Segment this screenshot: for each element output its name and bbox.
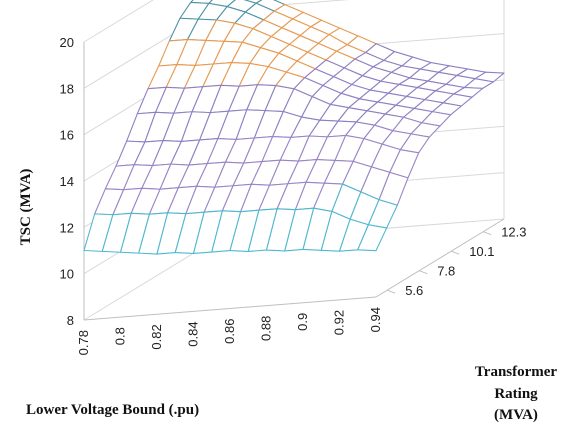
z-tick-label: 8 (67, 313, 74, 328)
z-tick-label: 18 (60, 81, 74, 96)
surface-mesh (83, 0, 505, 255)
z-tick-label: 16 (60, 128, 74, 143)
x-tick-label: 0.92 (332, 310, 347, 335)
z-tick-label: 14 (60, 174, 74, 189)
surface-cell (357, 224, 388, 252)
x-tick-label: 0.94 (368, 307, 383, 332)
x-tick-label: 0.86 (222, 319, 237, 344)
x-tick-label: 0.82 (149, 324, 164, 349)
gridline-z-20 (83, 0, 154, 43)
y-tick-mark (419, 270, 428, 275)
tick-labels: 8 10 12 14 16 18 20 0.78 0.8 0.82 0.84 0.86 0.88 0.9 0… (60, 35, 527, 355)
y-axis-line (375, 218, 505, 298)
x-axis-line (83, 296, 377, 321)
z-tick-label: 20 (60, 35, 74, 50)
y-tick-label: 7.8 (437, 264, 455, 279)
y-tick-mark (387, 289, 396, 294)
x-tick-label: 0.84 (186, 321, 201, 346)
y-axis-title-line-2: Rating (494, 386, 538, 402)
y-tick-mark (451, 250, 460, 255)
z-axis-title: TSC (MVA) (18, 169, 34, 246)
y-tick-mark (483, 231, 492, 236)
y-tick-label: 5.6 (405, 283, 423, 298)
x-tick-label: 0.88 (259, 316, 274, 341)
x-tick-label: 0.8 (113, 327, 128, 345)
x-axis-title: Lower Voltage Bound (.pu) (26, 402, 199, 418)
z-tick-label: 12 (60, 220, 74, 235)
y-axis-title-line-1: Transformer (475, 364, 558, 380)
y-axis-title-line-3: (MVA) (494, 407, 538, 423)
y-tick-label: 12.3 (501, 225, 526, 240)
x-tick-label: 0.9 (295, 313, 310, 331)
z-tick-label: 10 (60, 267, 74, 282)
y-tick-label: 10.1 (469, 244, 494, 259)
x-tick-label: 0.78 (76, 330, 91, 355)
